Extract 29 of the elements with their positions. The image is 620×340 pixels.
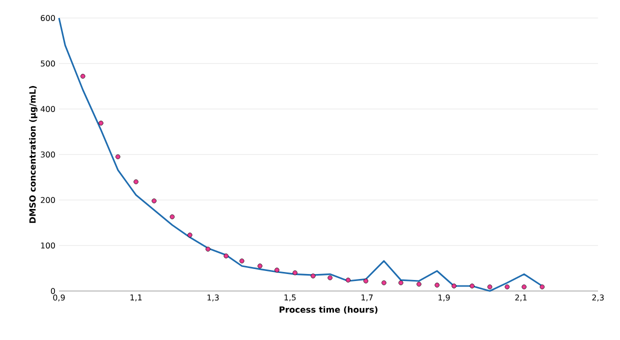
point [98,120,104,126]
point [540,284,545,290]
point [258,264,262,268]
point [452,284,456,288]
point [522,284,526,290]
point [206,246,210,252]
y-axis-title: DMSO concentration (µg/mL) [29,86,38,223]
x-axis-title: Process time (hours) [280,306,378,314]
point [470,284,474,288]
point [363,278,368,284]
point [170,214,175,220]
point [328,275,332,280]
point [239,258,244,264]
point [310,274,316,278]
point [224,254,228,258]
point [487,284,492,290]
point [116,154,120,160]
point [346,278,351,282]
point [152,198,156,204]
point [504,284,510,290]
point [292,270,298,276]
point [434,282,440,288]
point [80,74,86,79]
point [274,268,280,272]
point [416,282,422,287]
point [382,280,386,286]
point [398,280,404,286]
point [134,179,138,184]
point [188,232,192,238]
